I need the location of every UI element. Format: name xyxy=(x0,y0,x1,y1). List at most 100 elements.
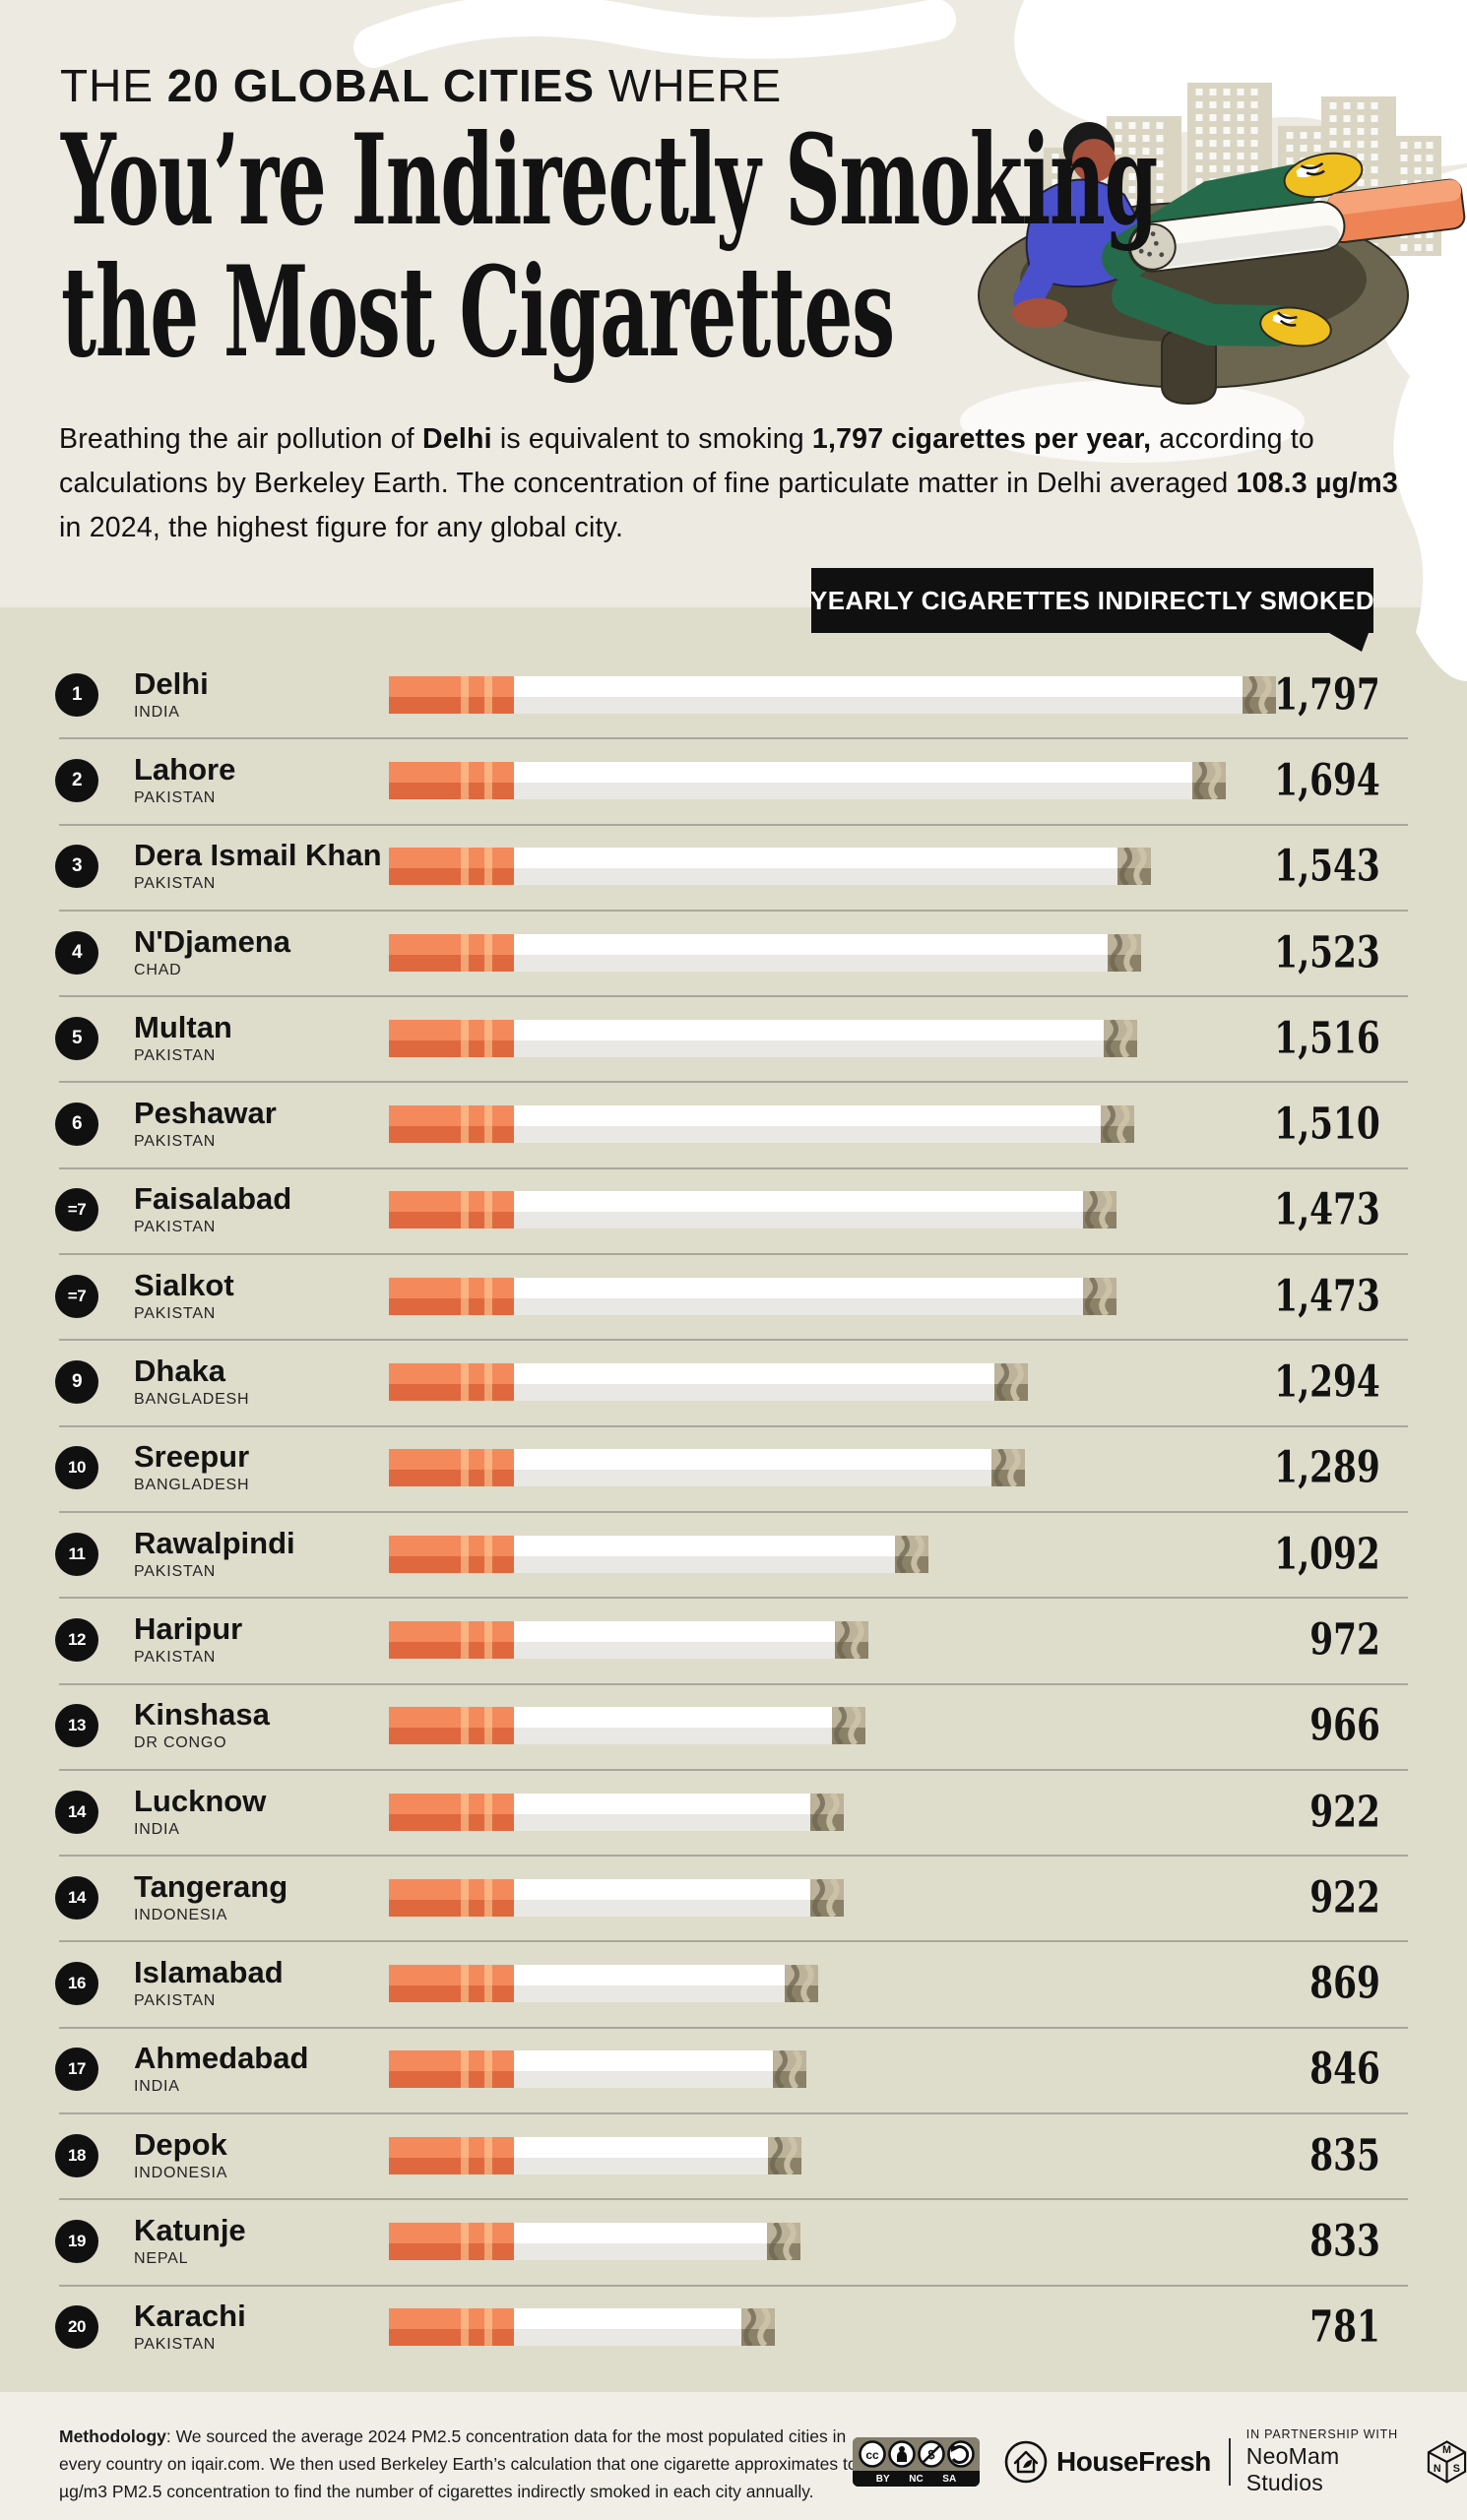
city-block: Sreepur BANGLADESH xyxy=(134,1440,249,1495)
badge-tail xyxy=(1329,633,1369,652)
value-label: 1,510 xyxy=(1274,1099,1380,1150)
partnership-name: NeoMam Studios xyxy=(1245,2443,1340,2495)
country-name: INDIA xyxy=(134,703,180,721)
value-label: 833 xyxy=(1309,2216,1380,2267)
country-name: PAKISTAN xyxy=(134,2336,217,2354)
ranking-row: 20 Karachi PAKISTAN 781 xyxy=(0,2284,1467,2370)
city-block: Karachi PAKISTAN xyxy=(134,2300,246,2355)
country-name: INDONESIA xyxy=(134,2164,228,2181)
cigarette-ash-tip xyxy=(832,1707,865,1745)
cigarette-body xyxy=(514,761,1192,799)
rank-badge: 14 xyxy=(55,1790,98,1834)
city-name: Lahore xyxy=(134,751,236,787)
city-name: Peshawar xyxy=(134,1096,277,1131)
city-name: Rawalpindi xyxy=(134,1525,295,1560)
city-name: Katunje xyxy=(134,2212,246,2247)
cigarette-bar xyxy=(389,2136,801,2174)
cigarette-filter xyxy=(389,1965,514,2003)
city-block: Katunje NEPAL xyxy=(134,2212,246,2269)
cigarette-filter xyxy=(389,2222,514,2260)
cc-labels: BY NC SA xyxy=(853,2471,981,2487)
country-name: BANGLADESH xyxy=(134,1477,250,1494)
country-name: PAKISTAN xyxy=(134,1133,217,1151)
list-background xyxy=(0,607,1467,2392)
ranking-row: 16 Islamabad PAKISTAN 869 xyxy=(0,1940,1467,2026)
cc-label-by: BY xyxy=(875,2473,890,2485)
country-name: PAKISTAN xyxy=(134,1046,217,1064)
rank-number: =7 xyxy=(67,1200,87,1220)
rank-number: 9 xyxy=(71,1371,83,1393)
rank-badge: 11 xyxy=(55,1532,98,1576)
cigarette-filter xyxy=(389,2308,514,2347)
city-name: Tangerang xyxy=(134,1868,288,1904)
ranking-row: 5 Multan PAKISTAN 1,516 xyxy=(0,995,1467,1081)
cigarette-body xyxy=(514,2222,767,2260)
cigarette-bar xyxy=(389,848,1151,886)
country-name: PAKISTAN xyxy=(134,1562,217,1580)
neomam-cube-icon: M N S xyxy=(1427,2440,1467,2484)
rank-number: 1 xyxy=(71,683,83,705)
rank-number: 14 xyxy=(68,1887,86,1907)
cigarette-filter xyxy=(389,1707,514,1745)
rank-badge: 10 xyxy=(55,1446,98,1490)
cigarette-filter xyxy=(389,1620,514,1659)
page-title: You’re Indirectly Smoking the Most Cigar… xyxy=(61,114,1467,378)
city-name: Lucknow xyxy=(134,1783,267,1818)
svg-text:cc: cc xyxy=(865,2448,879,2462)
rank-badge: 16 xyxy=(55,1962,98,2006)
city-block: Rawalpindi PAKISTAN xyxy=(134,1525,295,1582)
city-block: Multan PAKISTAN xyxy=(134,1010,232,1066)
city-name: Sreepur xyxy=(134,1439,250,1475)
rank-number: 11 xyxy=(68,1544,86,1563)
cigarette-body xyxy=(514,933,1108,972)
rank-badge: 6 xyxy=(55,1102,98,1147)
cigarette-filter xyxy=(389,1878,514,1917)
cigarette-body xyxy=(514,1019,1104,1057)
value-label: 1,473 xyxy=(1274,1184,1380,1235)
city-block: Islamabad PAKISTAN xyxy=(134,1956,284,2011)
svg-text:M: M xyxy=(1442,2444,1451,2456)
city-block: Faisalabad PAKISTAN xyxy=(134,1182,291,1237)
rank-badge: 18 xyxy=(55,2133,98,2177)
value-label: 781 xyxy=(1309,2301,1380,2353)
rank-number: 19 xyxy=(68,2231,86,2250)
partnership-kicker: IN PARTNERSHIP WITH xyxy=(1245,2427,1398,2441)
cigarette-bar xyxy=(389,1277,1116,1315)
rank-number: 4 xyxy=(71,941,83,963)
cigarette-ash-tip xyxy=(1117,848,1151,886)
rank-number: =7 xyxy=(67,1286,87,1305)
rank-badge: 3 xyxy=(55,845,98,889)
cigarette-filter xyxy=(389,933,514,972)
country-name: PAKISTAN xyxy=(134,788,217,806)
cigarette-ash-tip xyxy=(1192,761,1226,799)
city-name: Delhi xyxy=(134,665,209,701)
cigarette-filter xyxy=(389,1105,514,1144)
cigarette-ash-tip xyxy=(1083,1277,1116,1315)
city-block: Peshawar PAKISTAN xyxy=(134,1097,277,1152)
housefresh-icon xyxy=(1004,2440,1048,2484)
rank-badge: 12 xyxy=(55,1617,98,1662)
ranking-row: 17 Ahmedabad INDIA 846 xyxy=(0,2026,1467,2112)
cigarette-body xyxy=(514,2136,768,2174)
value-label: 1,543 xyxy=(1274,841,1380,892)
housefresh-wordmark: HouseFresh xyxy=(1056,2446,1211,2477)
partnership-block: IN PARTNERSHIP WITH NeoMam Studios xyxy=(1246,2427,1419,2496)
svg-text:N: N xyxy=(1434,2463,1441,2475)
city-name: N'Djamena xyxy=(134,923,290,959)
cigarette-filter xyxy=(389,1793,514,1831)
rank-number: 18 xyxy=(68,2145,86,2165)
cigarette-bar xyxy=(389,1191,1116,1229)
svg-text:S: S xyxy=(1453,2463,1460,2475)
ranking-row: 18 Depok INDONESIA 835 xyxy=(0,2112,1467,2198)
cc-icons: cc $ xyxy=(853,2437,981,2471)
rank-badge: 2 xyxy=(55,758,98,802)
country-name: INDIA xyxy=(134,2078,180,2096)
ranking-row: =7 Faisalabad PAKISTAN 1,473 xyxy=(0,1166,1467,1253)
city-block: Kinshasa DR CONGO xyxy=(134,1698,270,1753)
country-name: PAKISTAN xyxy=(134,1992,217,2010)
cigarette-bar xyxy=(389,2222,800,2260)
city-block: Ahmedabad INDIA xyxy=(134,2042,308,2097)
cigarette-bar xyxy=(389,1535,928,1573)
city-block: Lucknow INDIA xyxy=(134,1783,267,1840)
